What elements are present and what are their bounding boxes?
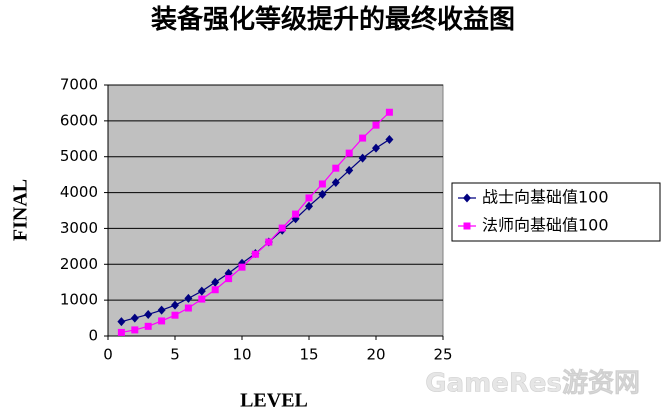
- marker: [385, 108, 393, 116]
- marker: [318, 180, 326, 188]
- marker: [265, 238, 273, 246]
- marker: [197, 286, 206, 296]
- marker: [225, 275, 233, 283]
- y-tick-label: 6000: [60, 111, 98, 129]
- x-axis-label: LEVEL: [240, 390, 308, 412]
- plot-area: [107, 84, 444, 337]
- y-tick-label: 1000: [60, 291, 98, 309]
- marker: [117, 328, 125, 336]
- marker: [292, 210, 300, 218]
- marker: [158, 317, 166, 325]
- x-tick-label: 15: [299, 346, 318, 364]
- marker: [331, 178, 340, 188]
- legend-label: 法师向基础值100: [482, 216, 609, 235]
- legend-box: [451, 182, 661, 242]
- marker: [251, 250, 259, 258]
- marker: [171, 311, 179, 319]
- marker: [211, 277, 220, 287]
- legend-label: 战士向基础值100: [482, 188, 609, 207]
- marker: [198, 295, 206, 303]
- marker: [184, 293, 193, 303]
- watermark: GameRes游资网: [425, 369, 640, 399]
- marker: [238, 263, 246, 271]
- y-axis-label: FINAL: [10, 179, 32, 241]
- y-tick-label: 2000: [60, 255, 98, 273]
- y-tick-label: 5000: [60, 147, 98, 165]
- marker: [130, 313, 139, 323]
- marker: [278, 224, 286, 232]
- marker: [184, 304, 192, 312]
- x-tick-label: 10: [232, 346, 251, 364]
- marker: [345, 149, 353, 157]
- marker: [305, 194, 313, 202]
- x-tick-label: 25: [433, 346, 452, 364]
- x-tick-label: 20: [366, 346, 385, 364]
- marker: [385, 135, 394, 145]
- marker: [359, 134, 367, 142]
- marker: [345, 165, 354, 175]
- marker: [463, 193, 471, 203]
- marker: [305, 201, 313, 211]
- x-tick-label: 0: [103, 346, 113, 364]
- marker: [117, 317, 126, 327]
- y-tick-label: 4000: [60, 183, 98, 201]
- marker: [211, 286, 219, 294]
- y-tick-label: 3000: [60, 219, 98, 237]
- chart-title: 装备强化等级提升的最终收益图: [151, 4, 515, 34]
- marker: [372, 121, 380, 129]
- marker: [358, 153, 367, 163]
- x-tick-label: 5: [170, 346, 180, 364]
- marker: [144, 309, 153, 319]
- marker: [131, 326, 139, 334]
- marker: [144, 322, 152, 330]
- y-tick-label: 7000: [60, 76, 98, 94]
- marker: [463, 222, 471, 230]
- marker: [332, 164, 340, 172]
- marker: [157, 305, 166, 315]
- marker: [372, 143, 380, 153]
- marker: [171, 300, 179, 310]
- y-tick-label: 0: [88, 327, 98, 345]
- marker: [318, 189, 327, 199]
